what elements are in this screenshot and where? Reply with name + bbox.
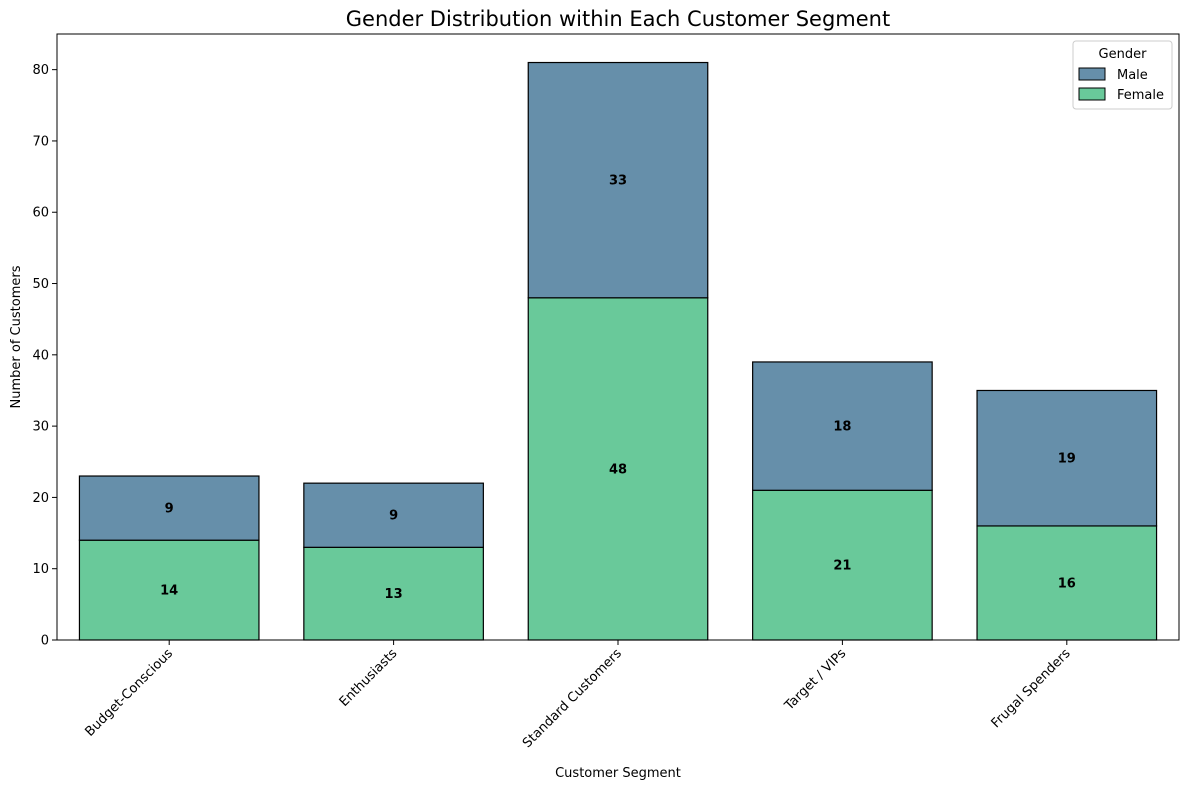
legend-entry-female: Female [1117, 88, 1164, 103]
bar-male [527, 61, 709, 299]
chart-title: Gender Distribution within Each Customer… [346, 7, 890, 31]
y-tick-label: 60 [32, 206, 49, 221]
data-label-female: 48 [609, 462, 627, 477]
y-tick-label: 50 [32, 277, 49, 292]
plot-area: 14 9 13 9 48 33 21 18 16 19 [56, 33, 1180, 641]
y-tick-label: 20 [32, 491, 49, 506]
bar-male [976, 389, 1158, 527]
data-label-male: 33 [609, 174, 627, 189]
bar-female [752, 489, 933, 641]
x-tick-label: Standard Customers [520, 646, 625, 751]
x-axis: Budget-Conscious Enthusiasts Standard Cust… [83, 640, 1074, 751]
legend: Gender Male Female [1072, 40, 1173, 110]
data-label-female: 21 [833, 559, 851, 574]
x-tick-label: Target / VIPs [781, 646, 849, 714]
data-label-female: 13 [385, 587, 403, 602]
y-axis: 0 10 20 30 40 50 60 70 80 [32, 63, 57, 649]
y-tick-label: 10 [32, 562, 49, 577]
bar-male [78, 475, 260, 541]
y-tick-label: 40 [32, 348, 49, 363]
y-tick-label: 80 [32, 63, 49, 78]
y-tick-label: 0 [41, 634, 49, 649]
y-tick-label: 30 [32, 420, 49, 435]
legend-swatch-male [1078, 67, 1106, 81]
bar-male [303, 482, 484, 548]
bars [78, 61, 1158, 641]
data-label-male: 9 [165, 502, 174, 517]
legend-title: Gender [1099, 47, 1148, 62]
x-tick-label: Enthusiasts [337, 646, 401, 710]
bar-labels: 14 9 13 9 48 33 21 18 16 19 [160, 174, 1076, 603]
x-axis-label: Customer Segment [555, 766, 681, 781]
data-label-female: 16 [1058, 576, 1076, 591]
legend-swatch-female [1078, 87, 1106, 101]
x-tick-label: Frugal Spenders [989, 646, 1074, 731]
data-label-male: 18 [833, 420, 851, 435]
y-axis-label: Number of Customers [9, 265, 24, 408]
data-label-male: 9 [389, 509, 398, 524]
bar-female [976, 525, 1158, 641]
y-tick-label: 70 [32, 134, 49, 149]
data-label-male: 19 [1058, 452, 1076, 467]
legend-entry-male: Male [1117, 68, 1148, 83]
data-label-female: 14 [160, 584, 178, 599]
x-tick-label: Budget-Conscious [83, 646, 177, 740]
bar-male [752, 361, 933, 491]
